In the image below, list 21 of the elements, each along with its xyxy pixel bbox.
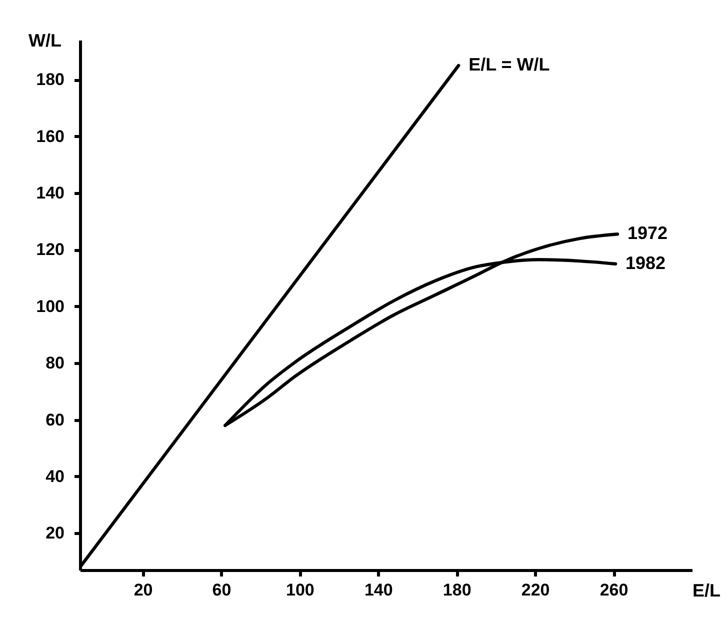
x-tick-label: 20 — [134, 580, 153, 600]
y-tick-label: 160 — [36, 126, 64, 146]
x-tick-label: 100 — [286, 580, 314, 600]
x-tick-label: 260 — [600, 580, 628, 600]
y-tick-label: 40 — [46, 466, 64, 486]
y-tick-label: 100 — [36, 296, 64, 316]
y-tick-label: 140 — [36, 184, 64, 203]
y-tick-label: 120 — [36, 240, 64, 260]
x-tick-label: 220 — [521, 580, 550, 600]
x-tick-label: 140 — [364, 580, 393, 600]
series-label: 1972 — [627, 223, 668, 244]
x-tick-label: 60 — [212, 580, 232, 600]
y-tick-label: 20 — [46, 524, 64, 543]
x-tick-label: 180 — [442, 580, 472, 600]
y-tick-label: 180 — [36, 70, 64, 90]
x-axis-title: E/L — [692, 580, 721, 600]
y-tick-label: 80 — [46, 354, 64, 373]
y-tick-label: 60 — [46, 410, 64, 430]
y-axis-title: W/L — [28, 30, 62, 50]
series-label: E/L = W/L — [468, 54, 550, 75]
series-label: 1982 — [626, 252, 666, 273]
